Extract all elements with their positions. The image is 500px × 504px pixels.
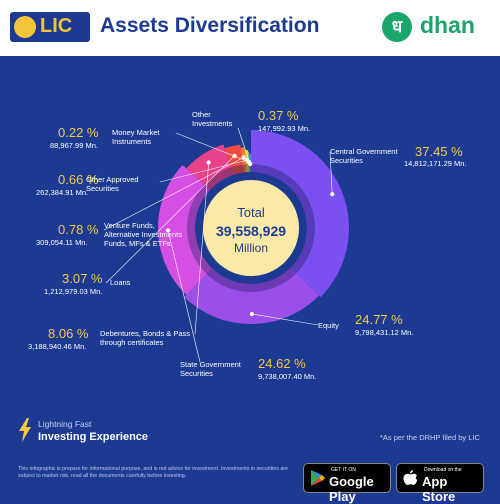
lic-logo: LIC [10, 12, 90, 42]
donut-slice-shade [251, 164, 315, 274]
leader-dot [330, 192, 335, 197]
leader-line [105, 155, 235, 284]
leader-dot [249, 311, 254, 317]
apple-icon [403, 470, 418, 485]
label-central-percent: 37.45 % [415, 144, 463, 159]
donut-center-disc [203, 180, 299, 276]
dhan-logo-icon: ध [382, 12, 412, 42]
label-other-investments-percent: 0.37 % [258, 108, 299, 123]
label-debentures-name: Debentures, Bonds & Pass through certifi… [100, 329, 191, 347]
leader-dot [241, 155, 246, 160]
label-other-approved-name: Other Approved Securities [86, 175, 139, 193]
center-total-unit: Million [234, 241, 268, 255]
label-money-market-value: 88,967.99 Mn. [50, 141, 98, 150]
google-play-small-text: GET IT ON [331, 467, 356, 473]
donut-slice-shade [186, 184, 213, 275]
label-equity-percent: 24.77 % [355, 312, 403, 327]
page-title: Assets Diversification [100, 14, 320, 37]
leader-line [194, 162, 209, 335]
label-equity-name: Equity [318, 321, 339, 330]
tagline-top: Lightning Fast [38, 419, 92, 429]
donut-slice-shade [206, 267, 297, 292]
donut-slice-shade [248, 164, 250, 173]
donut-slice-shade [230, 164, 244, 175]
label-other-approved-percent: 0.66 % [58, 172, 99, 187]
label-equity-value: 9,798,431.12 Mn. [355, 328, 414, 337]
label-venture-name: Venture Funds, Alternative Investments F… [104, 221, 182, 248]
leader-line [103, 157, 244, 231]
tagline-bottom: Investing Experience [38, 431, 149, 443]
donut-slice-shade [203, 167, 234, 191]
leader-line [167, 230, 201, 363]
lic-brand-text: LIC [40, 15, 73, 37]
label-other-investments-value: 147,992.93 Mn. [258, 124, 311, 133]
label-state-value: 9,738,007.40 Mn. [258, 372, 317, 381]
drhp-footnote: *As per the DRHP filed by LIC [380, 433, 480, 442]
label-loans-value: 1,212,979.03 Mn. [44, 287, 103, 296]
google-play-icon [311, 470, 325, 486]
leader-dot [165, 228, 171, 233]
leader-line [237, 127, 251, 165]
label-other-investments-name: Other Investments [192, 110, 233, 128]
label-central-value: 14,812,171.29 Mn. [404, 159, 467, 168]
donut-slice-debentures-bonds-pass-through-certificates [186, 144, 234, 191]
leader-line [329, 151, 333, 195]
label-venture-value: 309,054.11 Mn. [36, 238, 88, 247]
label-loans-percent: 3.07 % [62, 271, 103, 286]
donut-slice-central-government-securities [251, 130, 349, 298]
label-venture-percent: 0.78 % [58, 222, 99, 237]
dhan-brand-text: dhan [420, 12, 475, 38]
label-state-name: State Government Securities [180, 360, 241, 378]
label-state-percent: 24.62 % [258, 356, 306, 371]
lic-emblem-icon [14, 16, 36, 38]
donut-slice-state-government-securities [158, 165, 213, 295]
donut-slice-shade [242, 164, 247, 173]
leader-line [175, 132, 250, 163]
leader-line [251, 313, 319, 326]
label-money-market-name: Money Market Instruments [112, 128, 160, 146]
center-total-value: 39,558,929 [216, 223, 286, 239]
donut-slice-loans [224, 144, 244, 175]
app-store-button[interactable]: Download on the App Store [396, 463, 484, 504]
leader-dot [206, 160, 211, 165]
donut-slice-equity [184, 267, 320, 325]
center-total-label: Total [237, 205, 265, 220]
label-money-market-percent: 0.22 % [58, 125, 99, 140]
label-loans-name: Loans [110, 278, 131, 287]
label-debentures-value: 3,188,940.46 Mn. [28, 342, 87, 351]
leader-dot [248, 161, 253, 167]
lightning-bolt-icon [19, 418, 31, 442]
app-store-small-text: Download on the [424, 467, 462, 473]
header-bar: LIC Assets Diversification ध dhan [0, 0, 500, 56]
donut-slice-shade [245, 164, 249, 173]
leader-line [159, 159, 248, 183]
disclaimer-text: This infographic is prepare for informat… [18, 466, 288, 480]
label-other-approved-value: 262,384.91 Mn. [36, 188, 89, 197]
google-play-button[interactable]: GET IT ON Google Play [303, 463, 391, 504]
label-central-name: Central Government Securities [330, 147, 398, 165]
label-debentures-percent: 8.06 % [48, 326, 89, 341]
